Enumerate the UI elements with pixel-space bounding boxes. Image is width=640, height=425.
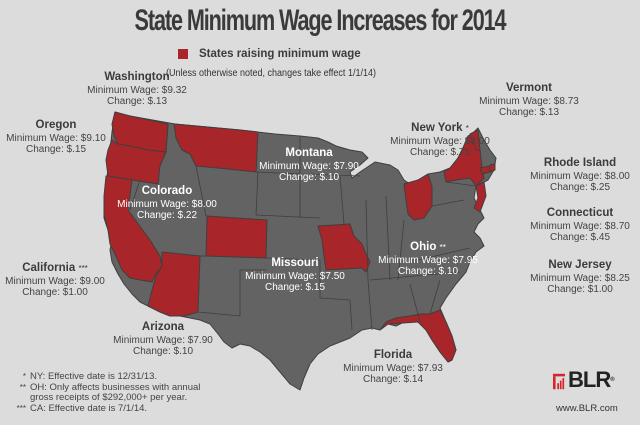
blr-logo: BLR® xyxy=(553,367,615,392)
label-rhode-island: Rhode Island Minimum Wage: $8.00 Change:… xyxy=(530,157,630,193)
label-arizona: Arizona Minimum Wage: $7.90 Change: $.10 xyxy=(113,321,213,357)
effective-date-note: (Unless otherwise noted, changes take ef… xyxy=(166,68,376,79)
state-rhode-island xyxy=(489,163,496,173)
state-vermont xyxy=(469,129,481,151)
label-florida: Florida Minimum Wage: $7.93 Change: $.14 xyxy=(343,349,443,385)
label-ohio: Ohio ** Minimum Wage: $7.95 Change: $.10 xyxy=(378,241,478,277)
label-california: California *** Minimum Wage: $9.00 Chang… xyxy=(5,262,105,298)
footnote: ** OH: Only affects businesses with annua… xyxy=(19,381,201,393)
label-vermont: Vermont Minimum Wage: $8.73 Change: $.13 xyxy=(479,82,579,118)
blr-url[interactable]: www.BLR.com xyxy=(556,403,618,414)
label-new-jersey: New Jersey Minimum Wage: $8.25 Change: $… xyxy=(530,259,630,295)
state-new-jersey xyxy=(473,181,487,213)
label-new-york: New York * Minimum Wage: $8.00 Change: $… xyxy=(390,122,490,158)
state-colorado xyxy=(205,215,268,259)
state-florida xyxy=(379,309,457,363)
footnotes: * NY: Effective date is 12/31/13. ** OH: O… xyxy=(6,371,201,414)
state-oregon xyxy=(105,139,167,185)
footnote: *** CA: Effective date is 7/1/14. xyxy=(16,402,148,414)
blr-bars-icon xyxy=(553,373,565,390)
legend: States raising minimum wage xyxy=(178,48,361,60)
label-montana: Montana Minimum Wage: $7.90 Change: $.10 xyxy=(259,147,359,183)
footnote: gross receipts of $292,000+ per year. xyxy=(30,392,188,403)
label-oregon: Oregon Minimum Wage: $9.10 Change: $.15 xyxy=(6,119,106,155)
state-arizona xyxy=(147,251,201,317)
state-ohio xyxy=(403,173,433,221)
legend-swatch xyxy=(178,49,188,59)
label-washington: Washington Minimum Wage: $9.32 Change: $… xyxy=(87,71,187,107)
state-california xyxy=(103,175,163,283)
state-montana xyxy=(173,123,259,173)
blr-wordmark: BLR® xyxy=(568,367,615,392)
state-connecticut xyxy=(479,165,491,175)
label-connecticut: Connecticut Minimum Wage: $8.70 Change: … xyxy=(530,207,630,243)
legend-label: States raising minimum wage xyxy=(199,48,361,60)
label-colorado: Colorado Minimum Wage: $8.00 Change: $.2… xyxy=(117,185,217,221)
footnote: * NY: Effective date is 12/31/13. xyxy=(22,371,158,382)
map-title: State Minimum Wage Increases for 2014 xyxy=(134,4,506,37)
label-missouri: Missouri Minimum Wage: $7.50 Change: $.1… xyxy=(245,257,345,293)
